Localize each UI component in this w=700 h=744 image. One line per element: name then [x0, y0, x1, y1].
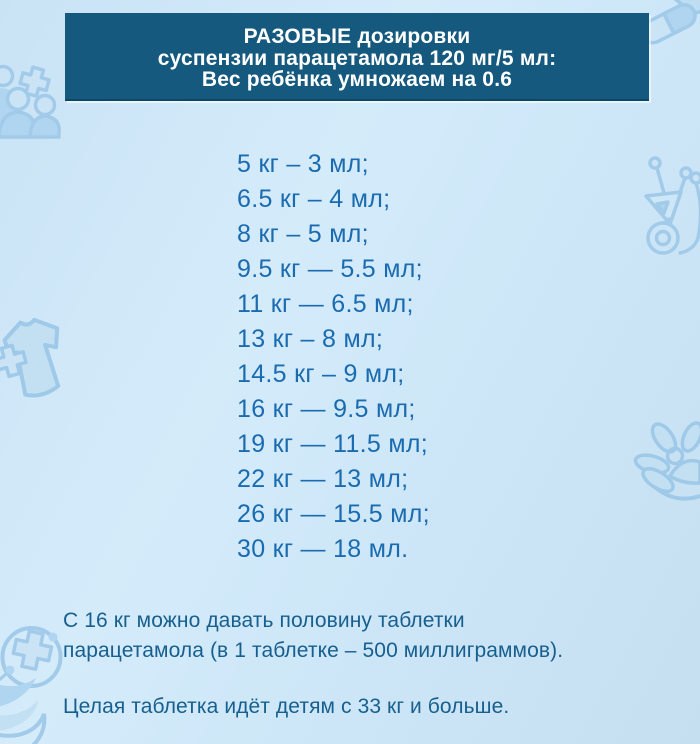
- flower-icon: [633, 421, 700, 501]
- note-half-tablet-line-2: парацетамола (в 1 таблетке – 500 миллигр…: [63, 639, 564, 662]
- dosage-item: 6.5 кг – 4 мл;: [237, 185, 391, 213]
- dosage-item: 13 кг – 8 мл;: [237, 325, 384, 353]
- wave-icon: [0, 678, 47, 744]
- dosage-item: 9.5 кг — 5.5 мл;: [237, 255, 423, 283]
- tshirt-icon: [0, 317, 61, 398]
- dosage-item: 26 кг — 15.5 мл;: [237, 500, 430, 528]
- dosage-item: 5 кг – 3 мл;: [237, 150, 369, 178]
- pill-capsules-icon: [640, 0, 700, 45]
- medical-cross-circle-icon: [0, 626, 63, 688]
- dosage-list: 5 кг – 3 мл; 6.5 кг – 4 мл; 8 кг – 5 мл;…: [237, 147, 430, 567]
- dosage-item: 11 кг — 6.5 мл;: [237, 290, 414, 318]
- dosage-item: 14.5 кг – 9 мл;: [237, 360, 405, 388]
- title-line-2: суспензии парацетамола 120 мг/5 мл:: [157, 46, 557, 70]
- dosage-item: 30 кг — 18 мл.: [237, 535, 409, 563]
- title-line-3: Вес ребёнка умножаем на 0.6: [201, 68, 513, 91]
- note-whole-tablet: Целая таблетка идёт детям с 33 кг и боль…: [63, 695, 510, 718]
- people-group-icon: [0, 64, 61, 139]
- notes-section: С 16 кг можно давать половину таблетки п…: [63, 606, 563, 722]
- dosage-item: 19 кг — 11.5 мл;: [237, 430, 428, 458]
- title-banner: РАЗОВЫЕ дозировки суспензии парацетамола…: [65, 13, 649, 101]
- stethoscope-icon: [644, 156, 700, 255]
- title-line-1: РАЗОВЫЕ дозировки: [243, 25, 471, 48]
- note-half-tablet: С 16 кг можно давать половину таблетки п…: [63, 606, 563, 666]
- note-half-tablet-line-1: С 16 кг можно давать половину таблетки: [63, 609, 465, 632]
- dosage-item: 8 кг – 5 мл;: [237, 220, 369, 248]
- dosage-item: 16 кг — 9.5 мл;: [237, 395, 416, 423]
- dosage-item: 22 кг — 13 мл;: [237, 465, 409, 493]
